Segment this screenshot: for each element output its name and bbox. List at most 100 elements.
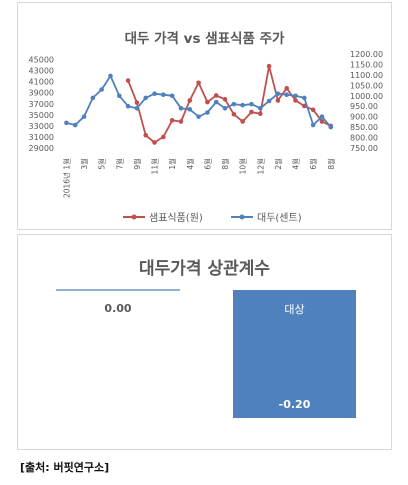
data-point xyxy=(231,101,237,107)
data-point xyxy=(99,87,104,92)
data-point xyxy=(284,92,290,98)
bar-chart: 0.00 -0.20 대상 xyxy=(56,289,356,418)
y-right-tick-label: 1050.00 xyxy=(350,81,383,90)
data-point xyxy=(213,93,219,98)
bar-value-label: 0.00 xyxy=(104,302,131,315)
y-left-tick-label: 37000 xyxy=(29,100,54,109)
data-point xyxy=(222,97,228,102)
data-point xyxy=(81,114,87,119)
x-tick-label: 12월 xyxy=(255,158,265,175)
data-point xyxy=(161,92,166,98)
data-point xyxy=(108,73,113,79)
data-point xyxy=(257,111,263,117)
chart-title: 대두가격 상관계수 xyxy=(138,259,271,279)
x-tick-label: 8월 xyxy=(326,158,336,170)
x-tick-label: 4월 xyxy=(291,158,301,170)
data-point xyxy=(72,122,78,128)
data-point xyxy=(187,107,193,112)
x-tick-label: 2월 xyxy=(273,158,283,170)
line-chart: 29000 31000 33000 35000 37000 39000 41000 43000… xyxy=(29,50,384,224)
data-point xyxy=(125,103,131,109)
data-point xyxy=(178,119,184,124)
data-point xyxy=(161,134,166,140)
data-point xyxy=(222,106,228,111)
bar xyxy=(233,290,356,418)
data-point xyxy=(257,106,263,111)
y-left-tick-label: 45000 xyxy=(29,56,54,65)
data-point xyxy=(169,118,175,123)
x-tick-label: 4월 xyxy=(185,158,195,170)
data-point xyxy=(143,132,149,138)
data-point xyxy=(231,111,237,117)
combo-chart-panel: 대두 가격 vs 샘표식품 주가 29000 31000 33000 35000 370… xyxy=(17,2,392,230)
data-point xyxy=(293,98,298,103)
category-label: 대상 xyxy=(284,303,304,316)
data-point xyxy=(134,100,140,105)
x-tick-label: 1월 xyxy=(167,158,177,170)
data-point xyxy=(328,124,334,130)
correlation-chart-panel: 대두가격 상관계수 0.00 -0.20 대상 xyxy=(17,234,392,450)
data-point xyxy=(64,120,69,126)
x-tick-label: 5월 xyxy=(97,158,107,170)
chart-title: 대두 가격 vs 샘표식품 주가 xyxy=(124,31,285,47)
y-right-tick-label: 750.00 xyxy=(350,144,378,153)
data-point xyxy=(302,103,307,109)
data-point xyxy=(143,95,149,101)
data-point xyxy=(302,95,307,101)
series-line xyxy=(127,65,332,144)
data-point xyxy=(249,101,254,107)
data-point xyxy=(213,99,219,105)
data-point xyxy=(284,85,290,91)
data-point xyxy=(169,93,175,99)
y-right-tick-label: 900.00 xyxy=(350,113,378,122)
y-right-tick-label: 1200.00 xyxy=(350,50,383,59)
data-point xyxy=(178,106,184,111)
y-right-tick-label: 800.00 xyxy=(350,134,378,143)
legend-label: 대두(센트) xyxy=(257,212,302,224)
y-left-tick-label: 41000 xyxy=(29,78,54,87)
y-right-tick-label: 850.00 xyxy=(350,123,378,132)
x-tick-label: 3월 xyxy=(79,158,89,170)
data-point xyxy=(319,119,325,124)
y-left-tick-label: 43000 xyxy=(29,67,54,76)
x-tick-label: 8월 xyxy=(220,158,230,170)
data-point xyxy=(293,93,298,99)
data-point xyxy=(240,102,245,108)
data-point xyxy=(205,99,210,105)
x-tick-label: 9월 xyxy=(132,158,142,170)
data-point xyxy=(196,80,201,86)
y-right-tick-label: 1100.00 xyxy=(350,71,383,80)
x-tick-label: 7월 xyxy=(114,158,124,170)
bar-value-label: -0.20 xyxy=(279,398,311,411)
y-right-tick-label: 1000.00 xyxy=(350,92,383,101)
data-point xyxy=(319,114,325,119)
data-point xyxy=(116,93,122,99)
x-tick-label: 10월 xyxy=(238,158,248,175)
y-left-tick-label: 29000 xyxy=(29,144,54,153)
data-point xyxy=(125,78,131,83)
y-left-tick-label: 31000 xyxy=(29,133,54,142)
data-point xyxy=(240,119,245,124)
legend-label: 샘표식품(원) xyxy=(149,212,203,224)
data-point xyxy=(249,109,254,115)
data-point xyxy=(90,95,96,101)
y-right-tick-label: 950.00 xyxy=(350,102,378,111)
data-point xyxy=(310,107,316,113)
x-tick-label: 6월 xyxy=(202,158,212,170)
data-point xyxy=(266,63,272,69)
legend-marker xyxy=(239,214,245,220)
y-left-tick-label: 35000 xyxy=(29,111,54,120)
data-point xyxy=(134,106,140,111)
source-note: [출처: 버핏연구소] xyxy=(20,461,110,474)
data-point xyxy=(275,91,281,96)
data-point xyxy=(310,122,316,128)
x-tick-label: 11월 xyxy=(150,158,160,175)
x-tick-label: 6월 xyxy=(308,158,318,170)
y-left-tick-label: 33000 xyxy=(29,122,54,131)
data-point xyxy=(152,91,157,96)
x-tick-label: 2016년 1월 xyxy=(61,158,71,198)
data-point xyxy=(152,140,157,145)
data-point xyxy=(266,98,272,104)
data-point xyxy=(275,98,281,103)
data-point xyxy=(205,110,210,115)
